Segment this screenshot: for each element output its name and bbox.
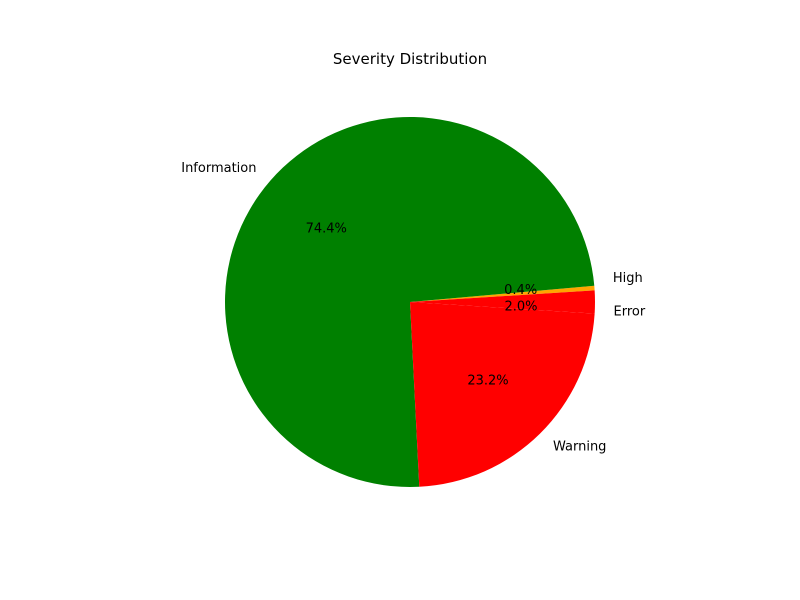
- pie-slice-high: [410, 285, 595, 302]
- pie-slice-information: [224, 117, 595, 487]
- chart-title: Severity Distribution: [333, 50, 487, 68]
- slice-label-error: Error: [614, 305, 646, 320]
- slice-label-high: High: [613, 271, 643, 286]
- pie-slice-error: [410, 290, 595, 314]
- pie-labels: High 0.4% Information 74.4% Warning 23.2% Erro…: [181, 161, 646, 454]
- slice-pct-high: 0.4%: [504, 283, 537, 298]
- slice-label-information: Information: [181, 161, 256, 176]
- pie-slice-warning: [410, 302, 595, 487]
- slice-pct-error: 2.0%: [504, 300, 537, 315]
- slice-pct-information: 74.4%: [306, 222, 347, 237]
- pie-slices: [224, 117, 595, 487]
- slice-pct-warning: 23.2%: [467, 373, 508, 388]
- slice-label-warning: Warning: [553, 439, 606, 454]
